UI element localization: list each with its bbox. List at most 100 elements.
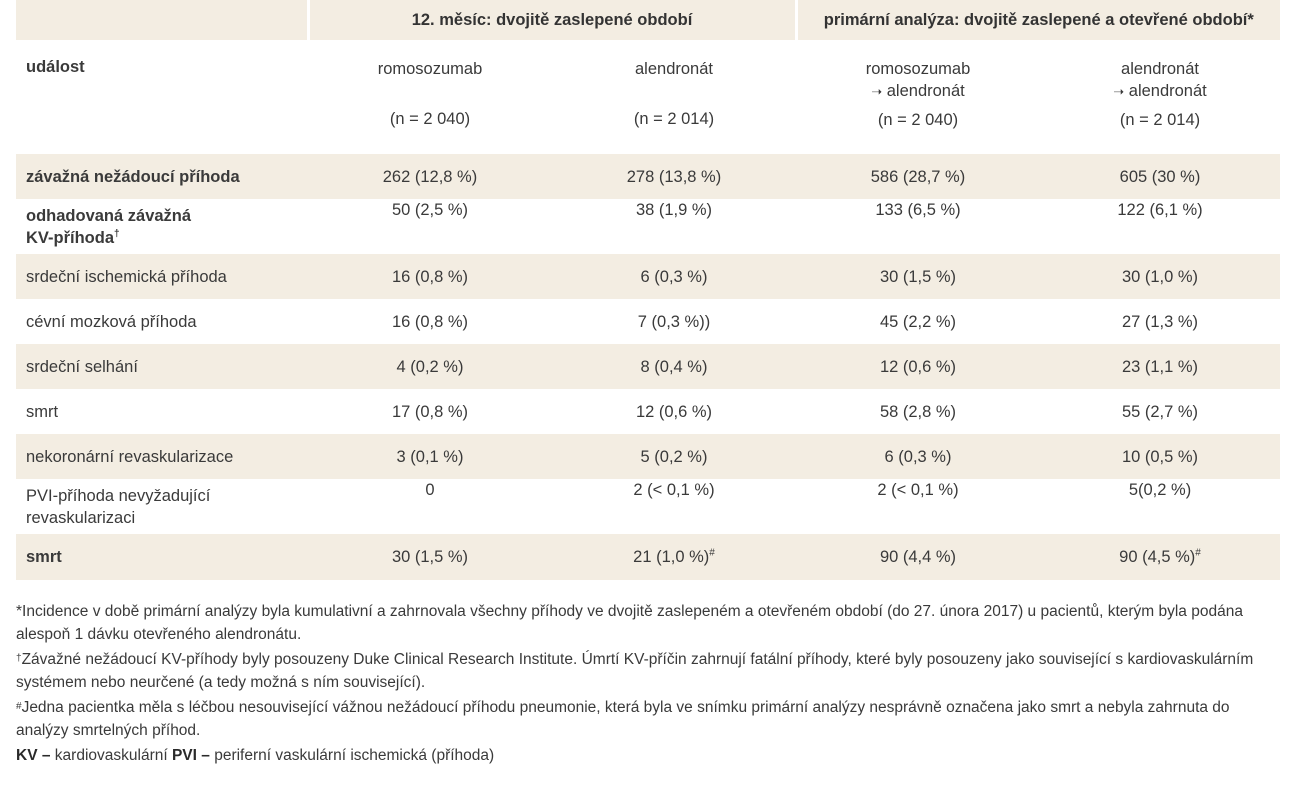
footnote-text: Jedna pacientka měla s léčbou nesouvisej… (16, 699, 1230, 739)
table-row: nekoronární revaskularizace 3 (0,1 %) 5 … (16, 434, 1281, 479)
column-n: (n = 2 014) (633, 110, 715, 128)
table-row: smrt 30 (1,5 %) 21 (1,0 %)# 90 (4,4 %) 9… (16, 534, 1281, 580)
table-cell: 12 (0,6 %) (796, 344, 1040, 389)
column-name: alendronát (1121, 60, 1199, 78)
abbreviation-value: kardiovaskulární (54, 747, 168, 764)
row-label: nekoronární revaskularizace (16, 434, 308, 479)
table-cell: 122 (6,1 %) (1040, 199, 1281, 254)
row-label-line: revaskularizaci (26, 508, 136, 527)
column-name-second-line: ➝ alendronát (806, 80, 1030, 103)
row-label-line: odhadovaná závažná (26, 206, 192, 225)
column-header-row: událost romosozumab (n = 2 040) alendron… (16, 40, 1281, 154)
footnote-1: *Incidence v době primární analýzy byla … (16, 601, 1286, 646)
column-name: romosozumab (377, 60, 483, 78)
table-row: srdeční ischemická příhoda 16 (0,8 %) 6 … (16, 254, 1281, 299)
row-label: odhadovaná závažná KV-příhoda† (16, 199, 308, 254)
table-cell: 6 (0,3 %) (552, 254, 796, 299)
row-label: srdeční selhání (16, 344, 308, 389)
table-cell: 2 (< 0,1 %) (552, 479, 796, 534)
column-name: romosozumab (865, 60, 971, 78)
table-cell: 16 (0,8 %) (308, 299, 552, 344)
table-row: odhadovaná závažná KV-příhoda† 50 (2,5 %… (16, 199, 1281, 254)
table-cell: 5(0,2 %) (1040, 479, 1281, 534)
table-row: cévní mozková příhoda 16 (0,8 %) 7 (0,3 … (16, 299, 1281, 344)
column-name: alendronát (635, 60, 713, 78)
adverse-events-table-container: 12. měsíc: dvojitě zaslepené období prim… (16, 0, 1281, 580)
table-cell: 6 (0,3 %) (796, 434, 1040, 479)
abbreviation-key: KV (16, 747, 38, 764)
table-cell: 262 (12,8 %) (308, 154, 552, 199)
footnote-marker: * (16, 603, 23, 620)
table-cell: 27 (1,3 %) (1040, 299, 1281, 344)
column-header-romosozumab-12m: romosozumab (n = 2 040) (308, 40, 552, 154)
table-cell: 7 (0,3 %)) (552, 299, 796, 344)
arrow-icon: ➝ (1113, 84, 1125, 99)
row-label: PVI-příhoda nevyžadující revaskularizaci (16, 479, 308, 534)
column-n: (n = 2 014) (1119, 111, 1201, 129)
abbreviation-dash: – (41, 747, 51, 764)
column-n: (n = 2 040) (877, 111, 959, 129)
abbreviation-key: PVI (171, 747, 197, 764)
column-name-b: alendronát (886, 82, 965, 100)
table-cell: 55 (2,7 %) (1040, 389, 1281, 434)
table-cell: 45 (2,2 %) (796, 299, 1040, 344)
table-cell: 3 (0,1 %) (308, 434, 552, 479)
table-row: srdeční selhání 4 (0,2 %) 8 (0,4 %) 12 (… (16, 344, 1281, 389)
adverse-events-table: 12. měsíc: dvojitě zaslepené období prim… (16, 0, 1281, 580)
column-n: (n = 2 040) (389, 110, 471, 128)
row-label: závažná nežádoucí příhoda (16, 154, 308, 199)
row-label: srdeční ischemická příhoda (16, 254, 308, 299)
table-cell: 0 (308, 479, 552, 534)
table-cell: 50 (2,5 %) (308, 199, 552, 254)
table-cell: 10 (0,5 %) (1040, 434, 1281, 479)
footnote-text: Incidence v době primární analýzy byla k… (16, 603, 1243, 643)
group-header-12-month: 12. měsíc: dvojitě zaslepené období (308, 0, 798, 40)
row-label: smrt (16, 389, 308, 434)
footnote-3: #Jedna pacientka měla s léčbou nesouvise… (16, 697, 1286, 742)
column-name-b: alendronát (1128, 82, 1207, 100)
group-header-empty (16, 0, 310, 40)
footnote-marker: # (709, 547, 715, 559)
table-cell: 8 (0,4 %) (552, 344, 796, 389)
table-cell: 16 (0,8 %) (308, 254, 552, 299)
table-cell: 21 (1,0 %)# (552, 534, 796, 580)
table-cell: 30 (1,0 %) (1040, 254, 1281, 299)
table-cell: 30 (1,5 %) (308, 534, 552, 580)
table-row: smrt 17 (0,8 %) 12 (0,6 %) 58 (2,8 %) 55… (16, 389, 1281, 434)
table-row: PVI-příhoda nevyžadující revaskularizaci… (16, 479, 1281, 534)
abbreviations: KV – kardiovaskulární PVI – periferní va… (16, 745, 1286, 768)
column-name-second-line: ➝ alendronát (1050, 80, 1270, 103)
column-header-romosozumab-alendronate: romosozumab ➝ alendronát (n = 2 040) (796, 40, 1040, 154)
table-cell: 58 (2,8 %) (796, 389, 1040, 434)
table-cell: 90 (4,5 %)# (1040, 534, 1281, 580)
table-cell: 30 (1,5 %) (796, 254, 1040, 299)
column-header-alendronate-alendronate: alendronát ➝ alendronát (n = 2 014) (1040, 40, 1281, 154)
footnote-marker: # (1195, 547, 1201, 559)
row-label: smrt (16, 534, 308, 580)
table-cell: 5 (0,2 %) (552, 434, 796, 479)
row-label-line: KV-příhoda (26, 228, 115, 247)
arrow-icon: ➝ (871, 84, 883, 99)
row-label: cévní mozková příhoda (16, 299, 308, 344)
group-header-primary-analysis: primární analýza: dvojitě zaslepené a ot… (796, 0, 1281, 40)
table-cell: 586 (28,7 %) (796, 154, 1040, 199)
cell-value: 21 (1,0 %) (633, 548, 710, 566)
table-cell: 278 (13,8 %) (552, 154, 796, 199)
table-cell: 23 (1,1 %) (1040, 344, 1281, 389)
abbreviation-value: periferní vaskulární ischemická (příhoda… (214, 747, 495, 764)
footnote-marker: † (114, 228, 120, 239)
table-cell: 12 (0,6 %) (552, 389, 796, 434)
column-header-alendronate-12m: alendronát (n = 2 014) (552, 40, 796, 154)
table-cell: 38 (1,9 %) (552, 199, 796, 254)
cell-value: 90 (4,5 %) (1119, 548, 1196, 566)
row-label-line: PVI-příhoda nevyžadující (26, 486, 211, 505)
abbreviation-dash: – (201, 747, 210, 764)
event-column-header: událost (16, 40, 308, 154)
group-header-row: 12. měsíc: dvojitě zaslepené období prim… (16, 0, 1281, 40)
footnote-marker: † (16, 653, 22, 664)
footnote-marker: # (16, 701, 22, 712)
table-cell: 133 (6,5 %) (796, 199, 1040, 254)
table-footnotes: *Incidence v době primární analýzy byla … (16, 601, 1286, 771)
table-cell: 4 (0,2 %) (308, 344, 552, 389)
table-cell: 90 (4,4 %) (796, 534, 1040, 580)
